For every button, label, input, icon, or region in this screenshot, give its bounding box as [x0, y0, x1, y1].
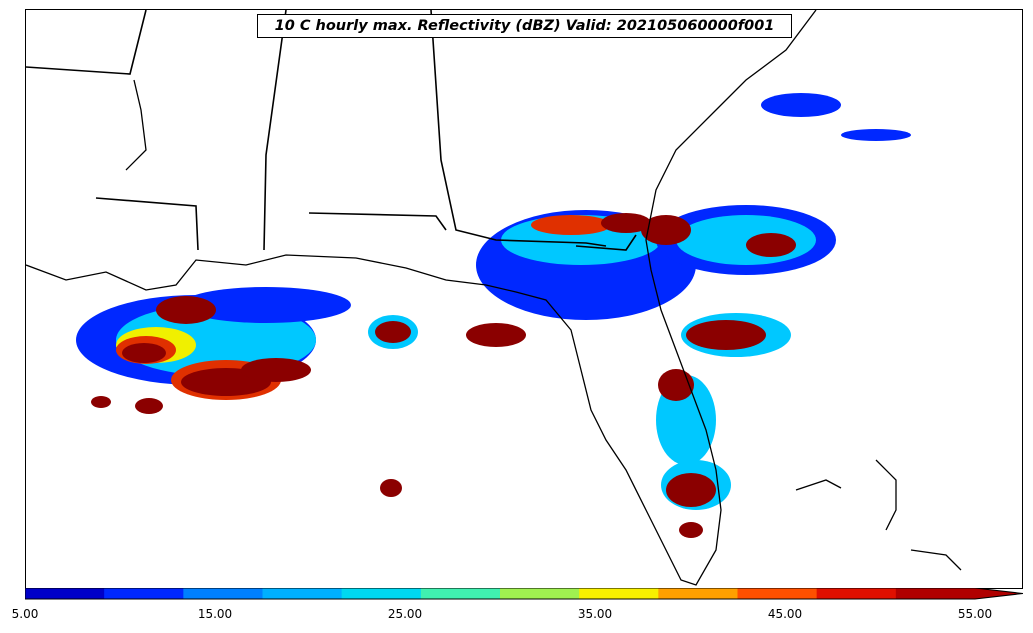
gulf-atlantic-coast: [26, 10, 817, 586]
echo-carolina-band: [761, 93, 841, 117]
colorbar-extend-arrow: [975, 588, 1023, 599]
colorbar-tick-label: 55.00: [957, 607, 993, 621]
echo-seg-core-b: [746, 233, 796, 257]
colorbar-segment: [262, 588, 343, 599]
colorbar-tick-label: 5.00: [11, 607, 39, 621]
echo-small-a: [91, 396, 111, 408]
colorbar-tick-label: 45.00: [767, 607, 803, 621]
colorbar-segment: [579, 588, 659, 599]
echo-nfl-red: [531, 215, 611, 235]
colorbar-tick-label: 25.00: [387, 607, 423, 621]
border-ga-fl: [575, 234, 637, 251]
colorbar-segment: [895, 588, 976, 599]
echo-isolated-cell: [380, 479, 402, 497]
colorbar-segment: [341, 588, 422, 599]
echo-gulf-north-band: [181, 287, 351, 323]
echo-efl-south-core: [658, 369, 694, 401]
mississippi-river: [125, 79, 147, 171]
colorbar-segment: [816, 588, 897, 599]
bahamas-grand: [795, 479, 842, 491]
echo-gulf-east-core: [241, 358, 311, 382]
border-ms-al: [263, 10, 287, 251]
echo-seg-cyan: [676, 215, 816, 265]
colorbar-segment: [500, 588, 580, 599]
echo-nfl-sw-core: [466, 323, 526, 347]
reflectivity-layer: [76, 93, 911, 538]
colorbar-segment: [25, 588, 105, 599]
cuba-coast: [910, 549, 962, 571]
echo-efl-core: [686, 320, 766, 350]
echo-small-b: [135, 398, 163, 414]
state-borders: [26, 10, 637, 251]
echo-gulf-west-core: [122, 343, 166, 363]
coastlines: [26, 10, 962, 586]
echo-carolina-band-b: [841, 129, 911, 141]
echo-gulf-north-core: [156, 296, 216, 324]
colorbar: [25, 588, 1023, 600]
bahamas-andros: [875, 459, 897, 531]
echo-sfl-small: [679, 522, 703, 538]
echo-nfl-core: [601, 213, 651, 233]
echo-seg-core-a: [641, 215, 691, 245]
colorbar-tick-label: 15.00: [197, 607, 233, 621]
colorbar-segment: [658, 588, 738, 599]
border-al-ga: [430, 10, 607, 247]
colorbar-segment: [737, 588, 818, 599]
border-ar-ms: [26, 10, 147, 75]
colorbar-segment: [420, 588, 501, 599]
colorbar-tick-label: 35.00: [577, 607, 613, 621]
map-canvas: [26, 10, 962, 586]
border-al-fl: [308, 212, 447, 231]
echo-offshore-core: [375, 321, 411, 343]
map-title: 10 C hourly max. Reflectivity (dBZ) Vali…: [257, 14, 792, 38]
border-la-ms: [95, 197, 199, 251]
echo-sfl-core: [666, 473, 716, 507]
map-frame: [25, 9, 1023, 589]
colorbar-segment: [104, 588, 184, 599]
colorbar-segment: [183, 588, 263, 599]
